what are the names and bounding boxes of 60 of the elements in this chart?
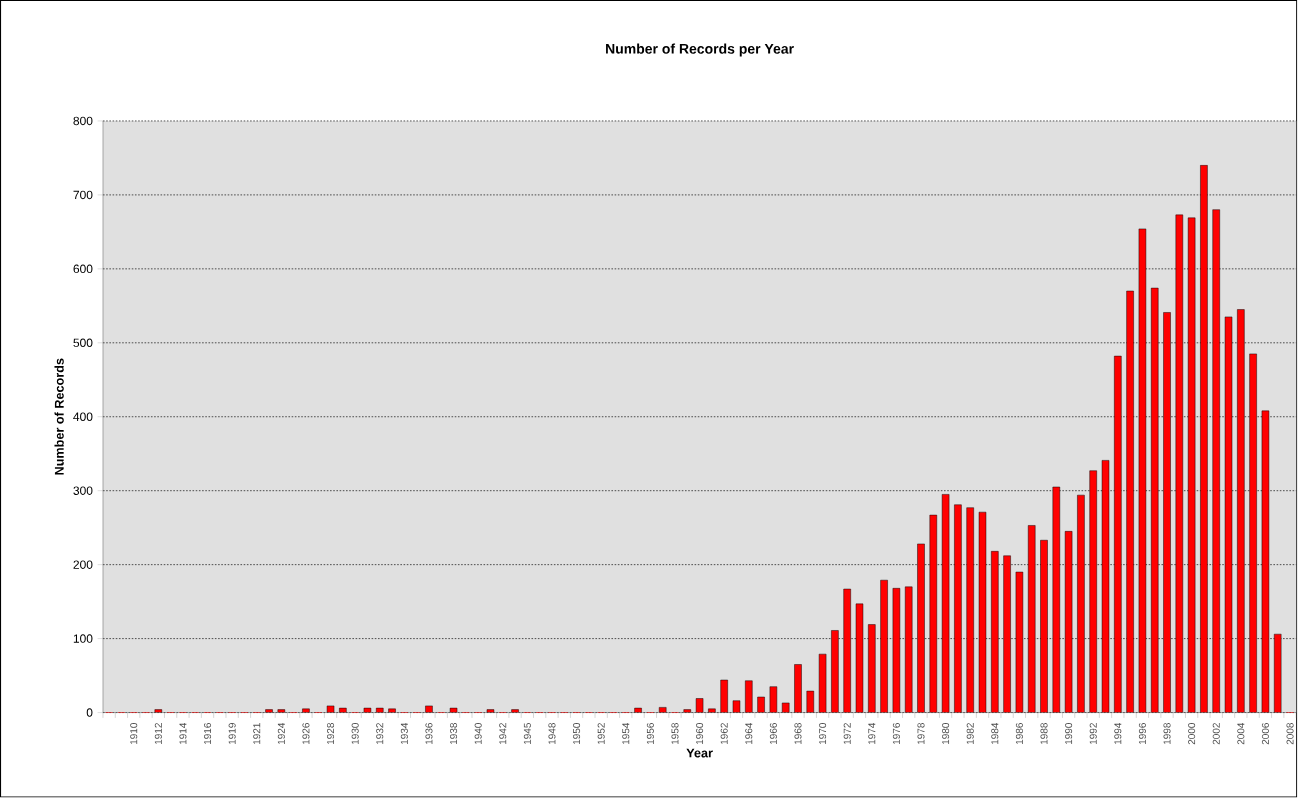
x-tick-label: 1926 [302,723,310,745]
x-tick-label: 1924 [277,723,285,745]
x-tick-label: 1928 [327,723,335,745]
x-tick-label: 1994 [1114,723,1122,745]
x-tick-label: 1982 [966,723,974,745]
x-tick-label: 1938 [450,723,458,745]
x-tick-label: 1910 [130,723,138,745]
x-tick-label: 2006 [1261,723,1269,745]
x-tick-label: 2004 [1237,723,1245,745]
x-tick-label: 1952 [597,723,605,745]
x-tick-label: 1914 [179,723,187,745]
x-tick-label: 1948 [548,723,556,745]
x-tick-label: 1950 [573,723,581,745]
x-tick-label: 1956 [646,723,654,745]
x-tick-label: 1986 [1015,723,1023,745]
x-tick-label: 1976 [892,723,900,745]
x-tick-label: 1945 [523,723,531,745]
x-tick-label: 1990 [1065,723,1073,745]
x-tick-label: 1934 [400,723,408,745]
x-tick-label: 1980 [942,723,950,745]
x-tick-label: 1972 [843,723,851,745]
x-tick-label: 1932 [376,723,384,745]
x-tick-label: 1912 [154,723,162,745]
x-tick-label: 1998 [1163,723,1171,745]
x-tick-label: 1992 [1089,723,1097,745]
x-tick-label: 1988 [1040,723,1048,745]
x-tick-label: 1978 [917,723,925,745]
x-tick-label: 2000 [1188,723,1196,745]
x-tick-label: 1919 [228,723,236,745]
x-tick-label: 1996 [1138,723,1146,745]
x-tick-label: 2002 [1212,723,1220,745]
x-tick-label: 1942 [499,723,507,745]
x-tick-label: 1958 [671,723,679,745]
y-tick-label: 500 [73,338,93,348]
y-tick-label: 200 [73,560,93,570]
x-tick-label: 1954 [622,723,630,745]
x-tick-label: 1960 [696,723,704,745]
chart-title: Number of Records per Year [606,43,794,57]
y-tick-label: 100 [73,634,93,644]
y-axis-title: Number of Records [54,358,64,475]
x-tick-label: 1940 [474,723,482,745]
y-tick-label: 800 [73,116,93,126]
x-axis-title: Year [686,748,713,758]
x-tick-label: 1984 [991,723,999,745]
x-tick-label: 1966 [769,723,777,745]
x-tick-label: 1968 [794,723,802,745]
x-tick-label: 1970 [819,723,827,745]
x-tick-label: 1930 [351,723,359,745]
x-tick-label: 1974 [868,723,876,745]
x-tick-label: 1936 [425,723,433,745]
y-tick-label: 600 [73,264,93,274]
y-tick-label: 0 [86,708,93,718]
y-tick-label: 700 [73,190,93,200]
x-tick-label: 2008 [1286,723,1294,745]
x-tick-label: 1962 [720,723,728,745]
y-tick-label: 300 [73,486,93,496]
y-tick-label: 400 [73,412,93,422]
x-tick-label: 1921 [253,723,261,745]
x-tick-label: 1964 [745,723,753,745]
x-tick-label: 1916 [203,723,212,745]
